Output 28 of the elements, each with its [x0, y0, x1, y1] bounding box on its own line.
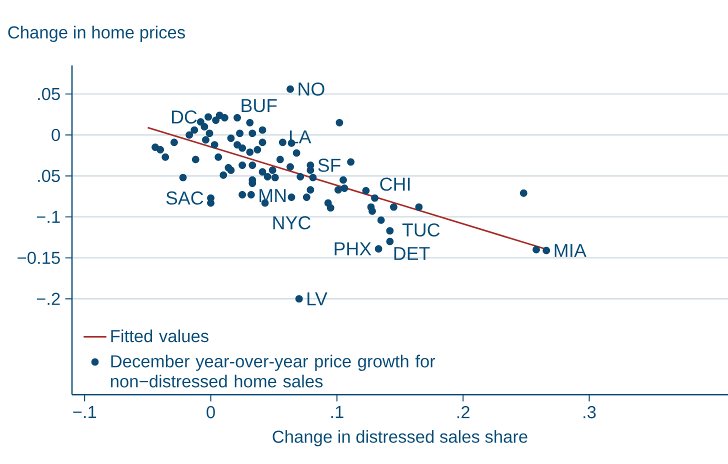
annotation: MN	[260, 189, 286, 202]
y-tick-label: .05	[38, 170, 60, 182]
x-tick-label: .3	[584, 406, 596, 418]
annotation: NYC	[273, 216, 311, 230]
x-axis-title: Change in distressed sales share	[272, 430, 528, 446]
y-tick-label: 0	[52, 128, 60, 142]
x-tick-label: 0	[206, 406, 215, 418]
y-tick-label: −.2	[36, 292, 60, 305]
annotation: MIA	[554, 244, 586, 257]
annotation: LV	[308, 292, 328, 306]
annotation: SF	[318, 158, 340, 172]
y-tick-label: .05	[38, 88, 60, 100]
annotation: BUF	[242, 99, 277, 112]
x-tick-label: .2	[457, 406, 470, 418]
y-axis-title: Change in home prices	[8, 26, 185, 42]
annotation: PHX	[334, 242, 372, 256]
legend-label: Fitted values	[111, 330, 208, 342]
x-tick-label: .1	[331, 406, 344, 418]
y-tick-label: −0.15	[18, 252, 60, 264]
annotation: SAC	[166, 191, 204, 205]
legend-label: December year-over-year price growth for non−distressed home sales	[111, 354, 436, 388]
annotation: TUC	[402, 223, 440, 237]
annotation: DC	[172, 110, 197, 124]
x-tick-label: −.1	[73, 406, 96, 418]
y-tick-label: −.1	[36, 210, 60, 223]
annotation: CHI	[380, 178, 410, 191]
annotation: DET	[394, 247, 430, 260]
annotation: NO	[298, 82, 324, 96]
